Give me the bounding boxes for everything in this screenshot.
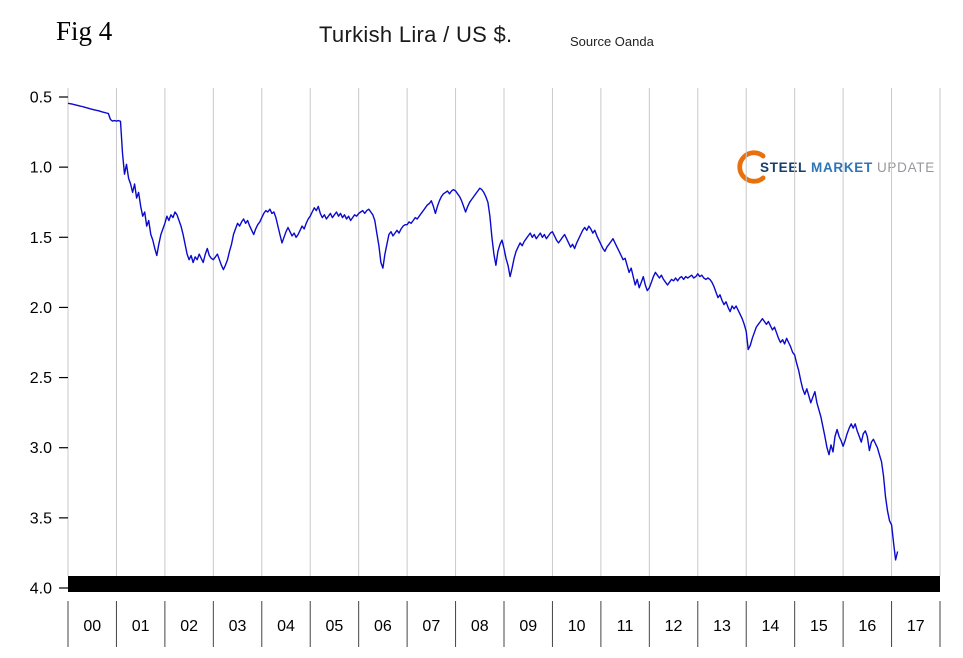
x-axis-label: 09 xyxy=(519,618,537,635)
x-axis-label: 06 xyxy=(374,618,392,635)
y-axis-label: 3.0 xyxy=(30,440,52,457)
logo-word-market: MARKET xyxy=(811,159,873,175)
x-axis-label: 08 xyxy=(471,618,489,635)
x-axis-label: 05 xyxy=(326,618,344,635)
y-axis-label: 1.5 xyxy=(30,230,52,247)
x-axis-label: 02 xyxy=(180,618,198,635)
x-axis-label: 16 xyxy=(858,618,876,635)
x-axis-label: 03 xyxy=(229,618,247,635)
x-axis-label: 11 xyxy=(617,618,634,635)
y-axis-label: 2.0 xyxy=(30,300,52,317)
x-axis-label: 12 xyxy=(665,618,683,635)
x-axis-label: 00 xyxy=(83,618,101,635)
x-axis-label: 15 xyxy=(810,618,828,635)
exchange-rate-line xyxy=(67,102,899,561)
x-axis-label: 04 xyxy=(277,618,295,635)
y-axis-label: 1.0 xyxy=(30,160,52,177)
x-axis-label: 17 xyxy=(907,618,925,635)
x-axis-label: 14 xyxy=(762,618,780,635)
chart-source-label: Source Oanda xyxy=(570,34,654,49)
smu-logo-arc-icon xyxy=(737,150,766,184)
x-axis-label: 10 xyxy=(568,618,586,635)
x-axis-bar xyxy=(68,576,940,592)
x-axis-label: 13 xyxy=(713,618,731,635)
y-axis-label: 4.0 xyxy=(30,581,52,598)
y-axis-label: 0.5 xyxy=(30,90,52,107)
figure-number: Fig 4 xyxy=(56,16,113,46)
y-axis-label: 2.5 xyxy=(30,370,52,387)
x-axis-label: 07 xyxy=(422,618,440,635)
y-axis-label: 3.5 xyxy=(30,510,52,527)
x-axis-label: 01 xyxy=(132,618,150,635)
chart-title: Turkish Lira / US $. xyxy=(319,22,513,47)
